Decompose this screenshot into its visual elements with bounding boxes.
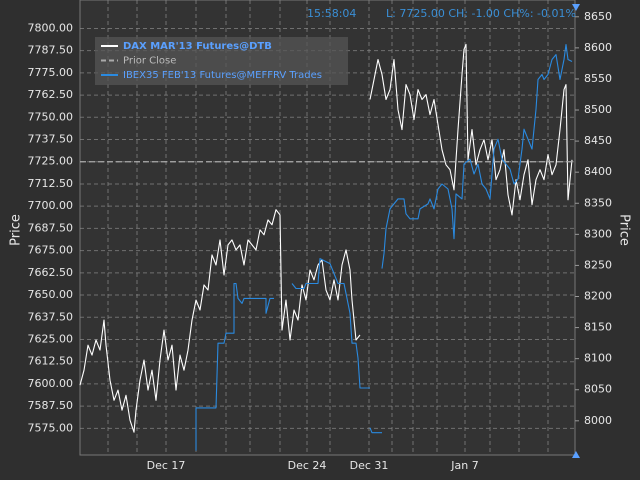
- x-tick-label: Dec 17: [147, 459, 186, 472]
- y2-tick-label: 8550: [584, 72, 612, 85]
- legend-label: IBEX35 FEB'13 Futures@MEFFRV Trades: [123, 70, 322, 81]
- y-tick-label: 7650.00: [28, 288, 74, 301]
- y-tick-label: 7600.00: [28, 377, 74, 390]
- y2-tick-label: 8450: [584, 134, 612, 147]
- legend-box: [95, 37, 348, 85]
- y-tick-label: 7762.50: [28, 88, 74, 101]
- y-tick-label: 7712.50: [28, 177, 74, 190]
- series-lines: [79, 43, 575, 451]
- y-tick-label: 7612.50: [28, 355, 74, 368]
- y2-tick-label: 8650: [584, 10, 612, 23]
- y-tick-label: 7700.00: [28, 199, 74, 212]
- series-line: [195, 44, 573, 451]
- y-tick-label: 7637.50: [28, 310, 74, 323]
- minor-grid: [107, 0, 549, 455]
- status-label: L: 7725.00 CH: -1.00 CH%: -0.01%: [386, 7, 576, 20]
- legend: DAX MAR'13 Futures@DTB Prior Close IBEX35 …: [101, 41, 322, 81]
- x-tick-label: Dec 31: [350, 459, 389, 472]
- legend-label: DAX MAR'13 Futures@DTB: [123, 41, 272, 52]
- y-tick-label: 7787.50: [28, 44, 74, 57]
- y2-tick-label: 8350: [584, 196, 612, 209]
- y-tick-label: 7775.00: [28, 66, 74, 79]
- y-tick-label: 7662.50: [28, 266, 74, 279]
- scroll-marker[interactable]: [572, 451, 580, 458]
- x-tick-label: Jan 7: [450, 459, 478, 472]
- y-tick-label: 7725.00: [28, 155, 74, 168]
- y2-tick-label: 8200: [584, 289, 612, 302]
- y2-tick-label: 8600: [584, 41, 612, 54]
- y2-tick-label: 8050: [584, 383, 612, 396]
- y-tick-label: 7587.50: [28, 399, 74, 412]
- y2-tick-label: 8500: [584, 103, 612, 116]
- y2-tick-label: 8100: [584, 352, 612, 365]
- y-tick-label: 7800.00: [28, 21, 74, 34]
- time-label: 15:58:04: [307, 7, 356, 20]
- x-tick-label: Dec 24: [288, 459, 327, 472]
- y-tick-label: 7575.00: [28, 421, 74, 434]
- series-line: [79, 43, 573, 433]
- y-axis-label: Price: [9, 214, 24, 246]
- y2-axis-label: Price: [617, 214, 632, 246]
- y-tick-label: 7737.50: [28, 133, 74, 146]
- legend-label: Prior Close: [123, 56, 176, 67]
- y2-tick-label: 8000: [584, 414, 612, 427]
- y2-tick-label: 8300: [584, 227, 612, 240]
- y-tick-label: 7687.50: [28, 221, 74, 234]
- y-tick-label: 7750.00: [28, 110, 74, 123]
- y2-tick-label: 8150: [584, 321, 612, 334]
- y-tick-label: 7625.00: [28, 332, 74, 345]
- scroll-marker[interactable]: [572, 4, 580, 11]
- y2-tick-label: 8250: [584, 258, 612, 271]
- y-tick-label: 7675.00: [28, 244, 74, 257]
- y2-tick-label: 8400: [584, 165, 612, 178]
